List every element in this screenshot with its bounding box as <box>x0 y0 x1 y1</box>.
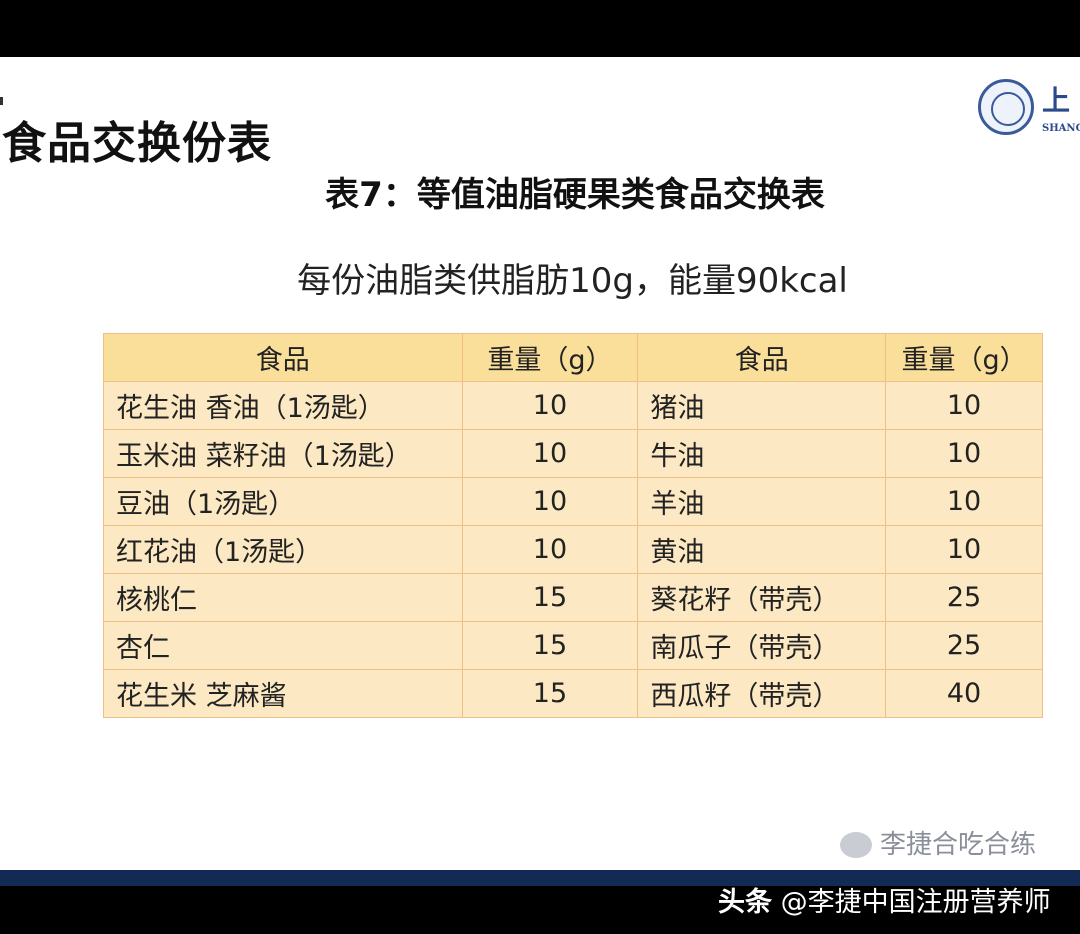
slide: 食品交换份表 上 SHANGH 表7：等值油脂硬果类食品交换表 每份油脂类供脂肪… <box>0 57 1080 870</box>
food-cell: 红花油（1汤匙） <box>103 525 463 574</box>
weight-cell: 10 <box>461 525 639 574</box>
table-row: 花生油 香油（1汤匙） 10 猪油 10 <box>103 381 1043 430</box>
weight-cell: 40 <box>885 669 1043 718</box>
weight-cell: 10 <box>885 429 1043 478</box>
table-row: 花生米 芝麻酱 15 西瓜籽（带壳） 40 <box>103 669 1043 718</box>
logo-cn: 上 <box>1042 84 1071 117</box>
header-weight: 重量（g） <box>885 333 1043 382</box>
food-cell: 花生米 芝麻酱 <box>103 669 463 718</box>
food-cell: 羊油 <box>637 477 887 526</box>
weight-cell: 10 <box>885 477 1043 526</box>
table-title: 表7：等值油脂硬果类食品交换表 <box>325 175 825 215</box>
food-cell: 猪油 <box>637 381 887 430</box>
university-seal-logo <box>978 79 1034 135</box>
weight-cell: 15 <box>461 573 639 622</box>
table-row: 玉米油 菜籽油（1汤匙） 10 牛油 10 <box>103 429 1043 478</box>
watermark: 头条 @李捷中国注册营养师 <box>718 886 1051 920</box>
table-row: 豆油（1汤匙） 10 羊油 10 <box>103 477 1043 526</box>
food-cell: 黄油 <box>637 525 887 574</box>
weight-cell: 10 <box>885 381 1043 430</box>
food-exchange-table: 食品 重量（g） 食品 重量（g） 花生油 香油（1汤匙） 10 猪油 10 玉米油 菜… <box>103 333 1043 718</box>
table-row: 核桃仁 15 葵花籽（带壳） 25 <box>103 573 1043 622</box>
table-row: 红花油（1汤匙） 10 黄油 10 <box>103 525 1043 574</box>
watermark-author: @李捷中国注册营养师 <box>780 887 1051 918</box>
food-cell: 豆油（1汤匙） <box>103 477 463 526</box>
header-weight: 重量（g） <box>461 333 639 382</box>
weight-cell: 10 <box>461 477 639 526</box>
weight-cell: 10 <box>461 429 639 478</box>
table-row: 杏仁 15 南瓜子（带壳） 25 <box>103 621 1043 670</box>
weight-cell: 25 <box>885 573 1043 622</box>
header-food: 食品 <box>637 333 887 382</box>
serving-note: 每份油脂类供脂肪10g，能量90kcal <box>297 261 848 301</box>
food-cell: 核桃仁 <box>103 573 463 622</box>
food-cell: 西瓜籽（带壳） <box>637 669 887 718</box>
food-cell: 玉米油 菜籽油（1汤匙） <box>103 429 463 478</box>
weight-cell: 15 <box>461 621 639 670</box>
header-food: 食品 <box>103 333 463 382</box>
page-title: 食品交换份表 <box>2 118 272 169</box>
weight-cell: 10 <box>461 381 639 430</box>
weight-cell: 10 <box>885 525 1043 574</box>
watermark-source: 头条 <box>718 887 772 918</box>
university-logo-text: 上 SHANGH <box>1042 79 1080 134</box>
table-header-row: 食品 重量（g） 食品 重量（g） <box>103 333 1043 382</box>
slide-footer-band <box>0 870 1080 886</box>
food-cell: 南瓜子（带壳） <box>637 621 887 670</box>
food-cell: 花生油 香油（1汤匙） <box>103 381 463 430</box>
weight-cell: 15 <box>461 669 639 718</box>
watermark-overlay: 李捷合吃合练 <box>880 830 1037 860</box>
food-cell: 杏仁 <box>103 621 463 670</box>
food-cell: 牛油 <box>637 429 887 478</box>
weight-cell: 25 <box>885 621 1043 670</box>
logo-en: SHANGH <box>1042 123 1080 134</box>
wechat-icon <box>840 832 872 858</box>
decor-mark <box>0 97 3 105</box>
food-cell: 葵花籽（带壳） <box>637 573 887 622</box>
